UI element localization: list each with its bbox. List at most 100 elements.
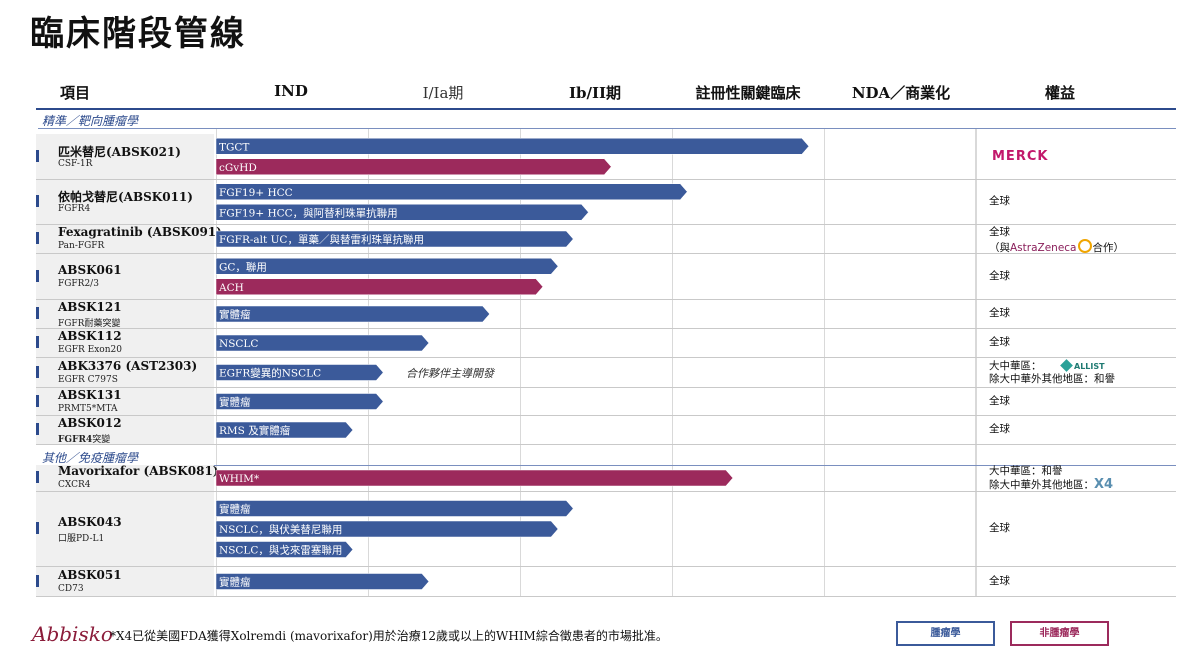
rights-text-part: 除大中華外其他地區： <box>989 479 1094 491</box>
bar-label: NSCLC <box>219 338 258 350</box>
rights-text: 全球 （與AstraZeneca 合作） <box>989 226 1124 255</box>
rights-line: 全球 <box>989 269 1010 282</box>
drug-target-text: 突變 <box>92 435 111 445</box>
row-marker <box>36 574 39 587</box>
row-marker <box>36 232 39 244</box>
drug-target-text: EGFR Exon20 <box>58 345 122 355</box>
stage-divider <box>824 129 825 596</box>
section-underline <box>38 128 1176 129</box>
footnote: *X4已從美國FDA獲得Xolremdi (mavorixafor)用於治療12… <box>110 629 668 643</box>
drug-name: 匹米替尼(ABSK021) <box>58 144 181 159</box>
row-divider <box>36 299 1176 300</box>
rights-line: 全球 <box>989 522 1010 534</box>
pipeline-bar <box>215 258 559 275</box>
rights-line: 除大中華外其他地區：X4 <box>989 478 1113 492</box>
bar-label: NSCLC，與戈來雷塞聯用 <box>219 544 342 557</box>
rights-text: 全球 <box>989 270 1010 283</box>
allist-logo: ALLIST <box>1060 359 1105 372</box>
drug-target-bold: FGFR4 <box>58 435 93 445</box>
rights-text: 全球 <box>989 575 1010 588</box>
bar-label: 實體瘤 <box>219 503 251 516</box>
row-divider <box>36 357 1176 358</box>
row-marker <box>36 365 39 378</box>
drug-name: Fexagratinib (ABSK091) <box>58 225 222 239</box>
rights-line: 全球 <box>989 226 1010 238</box>
row-label-cell <box>36 388 214 415</box>
abbisko-logo: Abbisko <box>32 622 113 646</box>
pipeline-bar <box>215 158 612 175</box>
row-marker <box>36 195 39 207</box>
pipeline-bar <box>215 278 544 295</box>
stage-divider <box>520 129 521 596</box>
allist-diamond-icon <box>1060 359 1073 372</box>
row-marker <box>36 522 39 534</box>
drug-name: ABSK061 <box>58 262 122 277</box>
rights-line: （與AstraZeneca 合作） <box>989 239 1124 255</box>
drug-target: EGFR C797S <box>58 375 118 385</box>
drug-target-text: EGFR C797S <box>58 374 118 385</box>
header-rule <box>36 108 1176 110</box>
rights-text: 大中華區： 除大中華外其他地區：和譽 <box>989 360 1115 386</box>
row-label-cell <box>36 300 214 328</box>
row-marker <box>36 336 39 348</box>
row-marker <box>36 423 39 435</box>
row-label-cell <box>36 180 214 224</box>
drug-target-text: CXCR4 <box>58 480 91 490</box>
pipeline-bar <box>215 204 589 221</box>
pipeline-bar <box>215 334 430 352</box>
bar-label: 實體瘤 <box>219 576 251 589</box>
row-marker <box>36 394 39 407</box>
rights-text: 全球 <box>989 423 1010 436</box>
merck-logo: MERCK <box>992 149 1049 164</box>
section-header: 其他／免疫腫瘤學 <box>38 448 1176 466</box>
stage-divider <box>216 129 217 596</box>
bar-label: FGF19+ HCC，與阿替利珠單抗聯用 <box>219 206 398 219</box>
row-label-cell <box>36 465 214 491</box>
bar-label: 實體瘤 <box>219 308 251 321</box>
bar-label: NSCLC，與伏美替尼聯用 <box>219 523 342 536</box>
rights-text-part: 合作） <box>1092 242 1125 254</box>
drug-name: ABSK043 <box>58 515 122 529</box>
drug-target: FGFR4突變 <box>58 432 110 445</box>
rights-text: 全球 <box>989 336 1010 349</box>
rights-line: 全球 <box>989 336 1010 348</box>
bar-label: 實體瘤 <box>219 396 251 409</box>
pipeline-bar <box>215 230 574 248</box>
drug-name: ABSK112 <box>58 329 122 343</box>
legend-oncology: 腫瘤學 <box>896 621 995 646</box>
col-header-rights: 權益 <box>1044 84 1075 102</box>
row-divider <box>36 387 1176 388</box>
rights-text: 大中華區：和譽 除大中華外其他地區：X4 <box>989 465 1113 492</box>
rights-line: 大中華區：和譽 <box>989 465 1063 477</box>
bar-label: WHIM* <box>219 473 260 485</box>
drug-name: Mavorixafor (ABSK081) <box>58 464 219 478</box>
row-marker <box>36 307 39 319</box>
bar-label: FGFR-alt UC，單藥／與替雷利珠單抗聯用 <box>219 233 424 246</box>
pipeline-bar <box>215 183 688 200</box>
drug-target: CXCR4 <box>58 480 91 490</box>
row-divider <box>36 415 1176 416</box>
bar-label: EGFR變異的NSCLC <box>219 367 321 380</box>
row-label-cell <box>36 225 214 253</box>
row-divider <box>36 328 1176 329</box>
col-header-item: 項目 <box>59 84 90 102</box>
col-header-nda: NDA／商業化 <box>851 84 951 102</box>
drug-target: FGFR2/3 <box>58 279 99 289</box>
drug-target: FGFR4 <box>58 204 90 214</box>
row-divider <box>36 444 1176 445</box>
rights-text-part: （與 <box>989 242 1010 254</box>
drug-target-text: FGFR4 <box>58 204 91 214</box>
rights-line: 全球 <box>989 574 1010 587</box>
row-label-cell <box>36 358 214 387</box>
row-divider <box>36 179 1176 180</box>
drug-target: CD73 <box>58 584 84 594</box>
rights-line: 全球 <box>989 423 1010 435</box>
row-divider <box>36 253 1176 254</box>
section-label: 精準／靶向腫瘤學 <box>42 114 139 128</box>
drug-target-text: 口服PD-L1 <box>58 534 105 544</box>
drug-name: 依帕戈替尼(ABSK011) <box>58 190 193 204</box>
bar-label: ACH <box>218 282 244 294</box>
col-header-ind: IND <box>274 82 308 100</box>
pipeline-bar <box>215 541 354 558</box>
row-label-cell <box>36 134 214 179</box>
